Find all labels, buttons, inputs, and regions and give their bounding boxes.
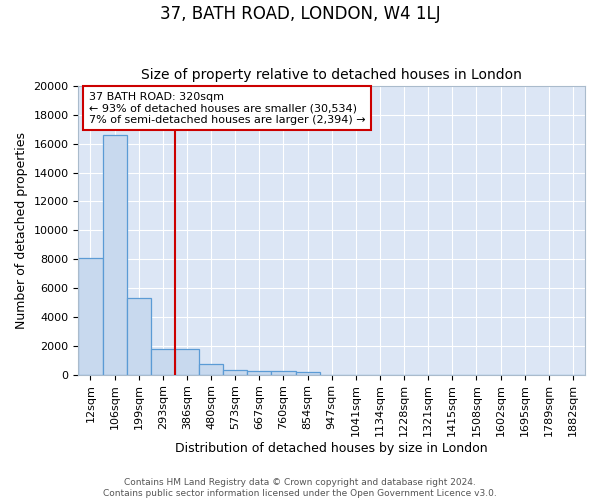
Bar [199, 364, 223, 374]
Y-axis label: Number of detached properties: Number of detached properties [15, 132, 28, 329]
Title: Size of property relative to detached houses in London: Size of property relative to detached ho… [141, 68, 522, 82]
Bar [247, 371, 271, 374]
Bar [79, 258, 103, 374]
X-axis label: Distribution of detached houses by size in London: Distribution of detached houses by size … [175, 442, 488, 455]
Bar [296, 372, 320, 374]
Bar [127, 298, 151, 374]
Bar [271, 372, 296, 374]
Text: 37 BATH ROAD: 320sqm
← 93% of detached houses are smaller (30,534)
7% of semi-de: 37 BATH ROAD: 320sqm ← 93% of detached h… [89, 92, 365, 125]
Bar [103, 135, 127, 374]
Text: 37, BATH ROAD, LONDON, W4 1LJ: 37, BATH ROAD, LONDON, W4 1LJ [160, 5, 440, 23]
Bar [151, 348, 175, 374]
Bar [175, 348, 199, 374]
Text: Contains HM Land Registry data © Crown copyright and database right 2024.
Contai: Contains HM Land Registry data © Crown c… [103, 478, 497, 498]
Bar [223, 370, 247, 374]
